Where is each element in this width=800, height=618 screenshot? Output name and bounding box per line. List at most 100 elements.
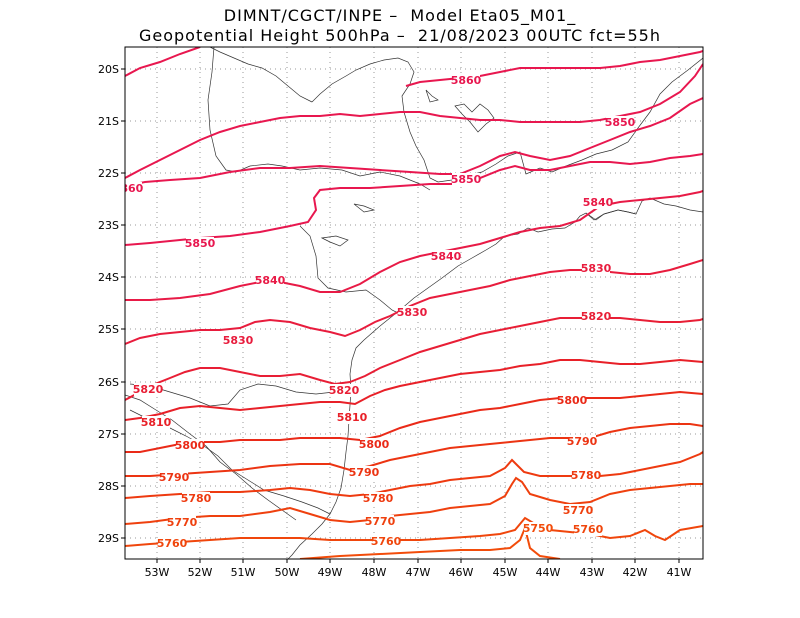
contour-label-bg xyxy=(574,523,602,536)
contour-label-bg xyxy=(432,250,460,263)
coastline xyxy=(287,197,703,559)
contour-label-bg xyxy=(366,515,394,528)
contour-label-bg xyxy=(158,537,186,550)
contour-5850-sw xyxy=(125,153,703,246)
contour-label-bg xyxy=(372,535,400,548)
contour-label-bg xyxy=(360,438,388,451)
lat-label: 25S xyxy=(98,323,119,336)
contour-label: 5800 xyxy=(557,394,588,407)
contour-label-bg xyxy=(330,384,358,397)
contour-label: 5780 xyxy=(571,469,602,482)
contour-label-bg xyxy=(186,237,214,250)
contour-label: 5760 xyxy=(371,535,402,548)
contour-5860 xyxy=(125,47,201,77)
lon-label: 51W xyxy=(231,566,256,579)
contour-label-bg xyxy=(142,416,170,429)
lon-label: 46W xyxy=(449,566,474,579)
contour-label-bg xyxy=(350,466,378,479)
lake-3 xyxy=(320,235,349,247)
contour-label: 5790 xyxy=(159,471,190,484)
contour-5790 xyxy=(125,423,703,477)
contour-label-bg xyxy=(134,383,162,396)
contour-5800 xyxy=(125,390,703,453)
contour-label-bg xyxy=(564,504,592,517)
contour-label: 5800 xyxy=(359,438,390,451)
contour-label: 5860 xyxy=(451,74,482,87)
contour-label-bg xyxy=(182,492,210,505)
lake-2 xyxy=(353,203,376,213)
lon-label: 53W xyxy=(145,566,170,579)
contour-label: 5830 xyxy=(581,262,612,275)
contour-label: 5840 xyxy=(583,196,614,209)
lat-label: 29S xyxy=(98,532,119,545)
contour-label-bg xyxy=(125,182,142,195)
contour-label-bg xyxy=(452,74,480,87)
axis-ticks xyxy=(121,68,680,563)
lat-label: 22S xyxy=(98,167,119,180)
contour-5750 xyxy=(299,524,561,559)
contour-5770 xyxy=(125,476,703,525)
contour-5830 xyxy=(125,259,703,345)
contour-5820 xyxy=(125,317,703,401)
lat-label: 28S xyxy=(98,480,119,493)
contour-label: 5810 xyxy=(141,416,172,429)
chart-title-line-2: Geopotential Height 500hPa – 21/08/2023 … xyxy=(138,26,661,45)
chart-title-line-1: DIMNT/CGCT/INPE – Model Eta05_M01_ xyxy=(223,6,577,25)
contour-label: 5770 xyxy=(365,515,396,528)
contour-label: 5760 xyxy=(157,537,188,550)
contour-label: 5750 xyxy=(523,522,554,535)
border-ms-sp xyxy=(207,47,431,191)
contour-label: 5850 xyxy=(451,173,482,186)
contour-label: 5770 xyxy=(563,504,594,517)
contour-label-bg xyxy=(398,306,426,319)
contour-label: 5780 xyxy=(363,492,394,505)
contour-label-bg xyxy=(364,492,392,505)
contour-label-bg xyxy=(568,435,596,448)
lat-label: 24S xyxy=(98,271,119,284)
contour-label: 5800 xyxy=(175,439,206,452)
contour-label-bg xyxy=(168,516,196,529)
lon-label: 47W xyxy=(406,566,431,579)
contour-label-bg xyxy=(224,334,252,347)
lon-label: 42W xyxy=(623,566,648,579)
border-argentina xyxy=(125,394,297,521)
border-sp-pr xyxy=(299,225,405,317)
contour-label: 5840 xyxy=(255,274,286,287)
contour-label-bg xyxy=(524,522,552,535)
lon-label: 44W xyxy=(536,566,561,579)
contour-label-bg xyxy=(338,411,366,424)
lat-label: 23S xyxy=(98,219,119,232)
contour-label: 5820 xyxy=(581,310,612,323)
contour-label: 5780 xyxy=(181,492,212,505)
lon-label: 45W xyxy=(493,566,518,579)
contour-label: 5820 xyxy=(133,383,164,396)
longitude-labels: 53W 52W 51W 50W 49W 48W 47W 46W 45W 44W … xyxy=(145,566,692,579)
contour-label: 5830 xyxy=(223,334,254,347)
rj-coast xyxy=(585,209,637,221)
lat-label: 21S xyxy=(98,115,119,128)
contour-label: 5770 xyxy=(167,516,198,529)
contour-label: 5810 xyxy=(337,411,368,424)
contour-5780 xyxy=(125,451,703,499)
contour-5850 xyxy=(125,97,703,187)
contour-5810 xyxy=(125,358,703,421)
contour-label: 5850 xyxy=(605,116,636,129)
lat-label: 26S xyxy=(98,376,119,389)
lon-label: 50W xyxy=(275,566,300,579)
lake-4 xyxy=(425,89,439,103)
contour-label-bg xyxy=(606,116,634,129)
geopotential-contours xyxy=(125,47,703,559)
contour-5760 xyxy=(125,516,703,547)
contour-label-bg xyxy=(584,196,612,209)
contour-label-bg xyxy=(582,262,610,275)
contour-label-bg xyxy=(572,469,600,482)
contour-label: 5790 xyxy=(567,435,598,448)
lon-label: 48W xyxy=(362,566,387,579)
contour-label-bg xyxy=(582,310,610,323)
lon-label: 52W xyxy=(188,566,213,579)
contour-label-bg xyxy=(452,173,480,186)
contour-labels: 5860 5850 5850 5850 5860 5840 5840 5840 5830 5830… xyxy=(125,74,636,550)
contour-label: 5790 xyxy=(349,466,380,479)
latitude-labels: 20S 21S 22S 23S 24S 25S 26S 27S 28S 29S xyxy=(98,63,119,545)
